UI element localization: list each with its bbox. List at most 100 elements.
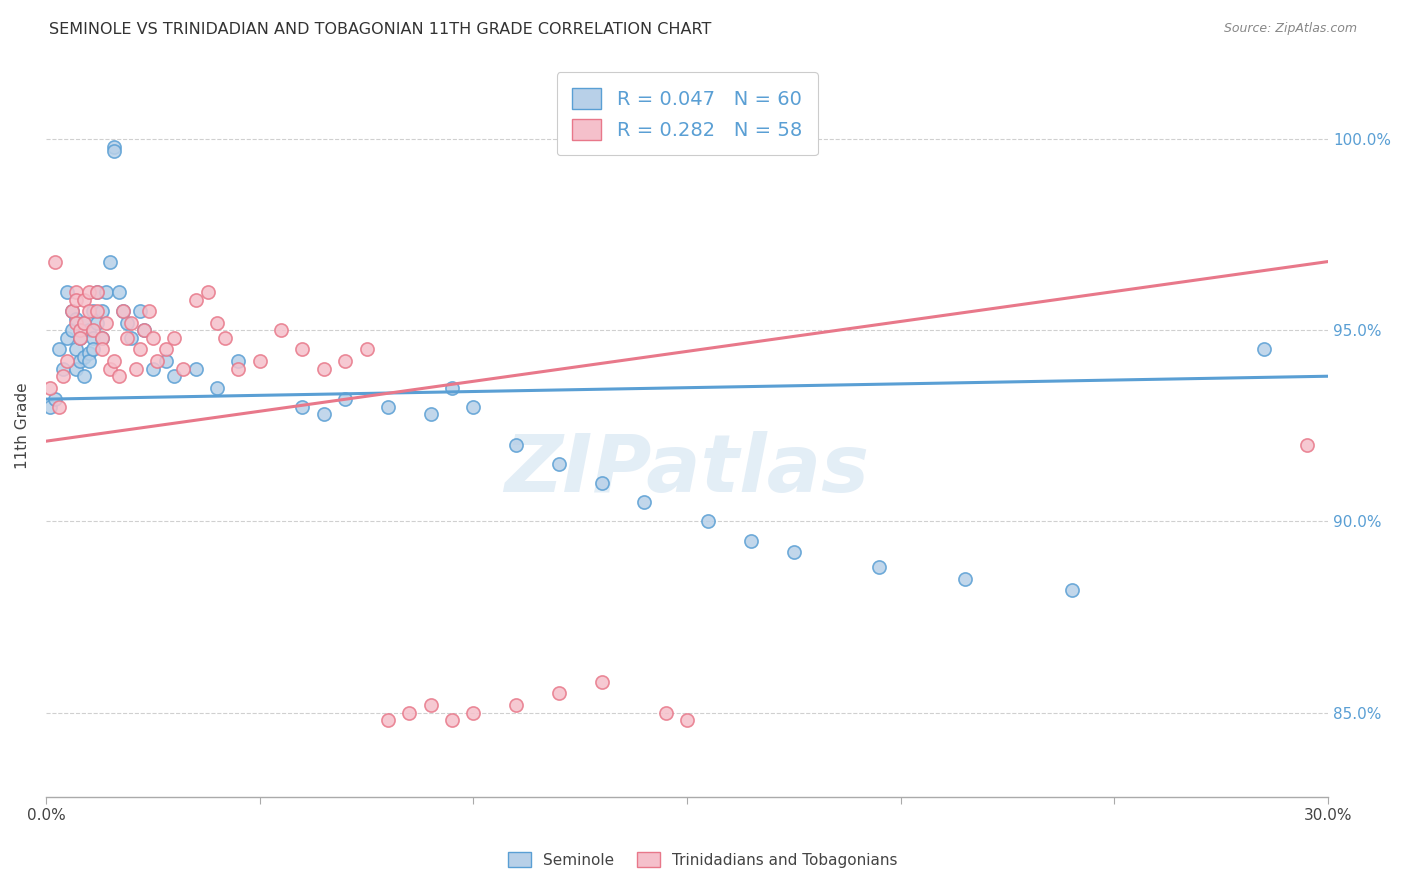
Point [291,343,314,357]
Legend: Seminole, Trinidadians and Tobagonians: Seminole, Trinidadians and Tobagonians [502,846,904,873]
Point [65,361,87,376]
Point [142,361,165,376]
Point [505,438,527,452]
Point [65,311,87,326]
Point [333,354,356,368]
Point [69,354,91,368]
Point [419,408,441,422]
Point [226,361,249,376]
Point [86,304,108,318]
Point [214,331,236,345]
Point [86,316,108,330]
Point [94,316,117,330]
Point [107,369,129,384]
Point [90,331,112,345]
Point [111,304,134,318]
Point [39,381,62,395]
Point [82,343,104,357]
Y-axis label: 11th Grade: 11th Grade [15,383,30,469]
Text: Source: ZipAtlas.com: Source: ZipAtlas.com [1223,22,1357,36]
Point [39,400,62,414]
Point [56,285,79,299]
Point [77,285,100,299]
Point [591,476,613,491]
Point [103,140,125,154]
Point [547,686,569,700]
Point [377,713,399,727]
Point [184,361,207,376]
Point [134,323,156,337]
Point [52,369,75,384]
Text: ZIPatlas: ZIPatlas [505,432,869,509]
Point [82,323,104,337]
Point [73,293,96,307]
Point [333,392,356,406]
Point [48,400,70,414]
Point [740,533,762,548]
Point [463,706,485,720]
Point [65,285,87,299]
Point [654,706,676,720]
Point [205,381,228,395]
Point [115,331,138,345]
Point [783,545,806,559]
Point [90,304,112,318]
Point [60,304,83,318]
Point [197,285,219,299]
Point [77,346,100,360]
Point [44,254,66,268]
Point [60,304,83,318]
Point [86,285,108,299]
Point [73,350,96,364]
Point [125,361,148,376]
Point [98,361,121,376]
Point [73,316,96,330]
Point [868,560,890,574]
Point [184,293,207,307]
Point [205,316,228,330]
Point [52,361,75,376]
Point [312,408,335,422]
Point [56,331,79,345]
Point [633,495,655,509]
Point [356,343,378,357]
Point [697,515,720,529]
Point [65,293,87,307]
Point [505,698,527,712]
Point [98,254,121,268]
Point [94,285,117,299]
Point [138,304,160,318]
Point [163,331,186,345]
Point [111,304,134,318]
Point [77,304,100,318]
Point [270,323,292,337]
Point [676,713,699,727]
Point [65,316,87,330]
Point [547,457,569,471]
Point [115,316,138,330]
Text: SEMINOLE VS TRINIDADIAN AND TOBAGONIAN 11TH GRADE CORRELATION CHART: SEMINOLE VS TRINIDADIAN AND TOBAGONIAN 1… [49,22,711,37]
Point [419,698,441,712]
Point [163,369,186,384]
Point [463,400,485,414]
Point [291,400,314,414]
Point [249,354,271,368]
Point [90,343,112,357]
Point [73,316,96,330]
Point [77,323,100,337]
Point [90,331,112,345]
Point [86,285,108,299]
Point [69,331,91,345]
Point [120,331,142,345]
Point [48,343,70,357]
Point [1295,438,1317,452]
Point [60,323,83,337]
Point [377,400,399,414]
Point [82,331,104,345]
Point [103,354,125,368]
Point [591,675,613,690]
Point [142,331,165,345]
Point [1060,583,1083,598]
Point [69,323,91,337]
Point [129,343,152,357]
